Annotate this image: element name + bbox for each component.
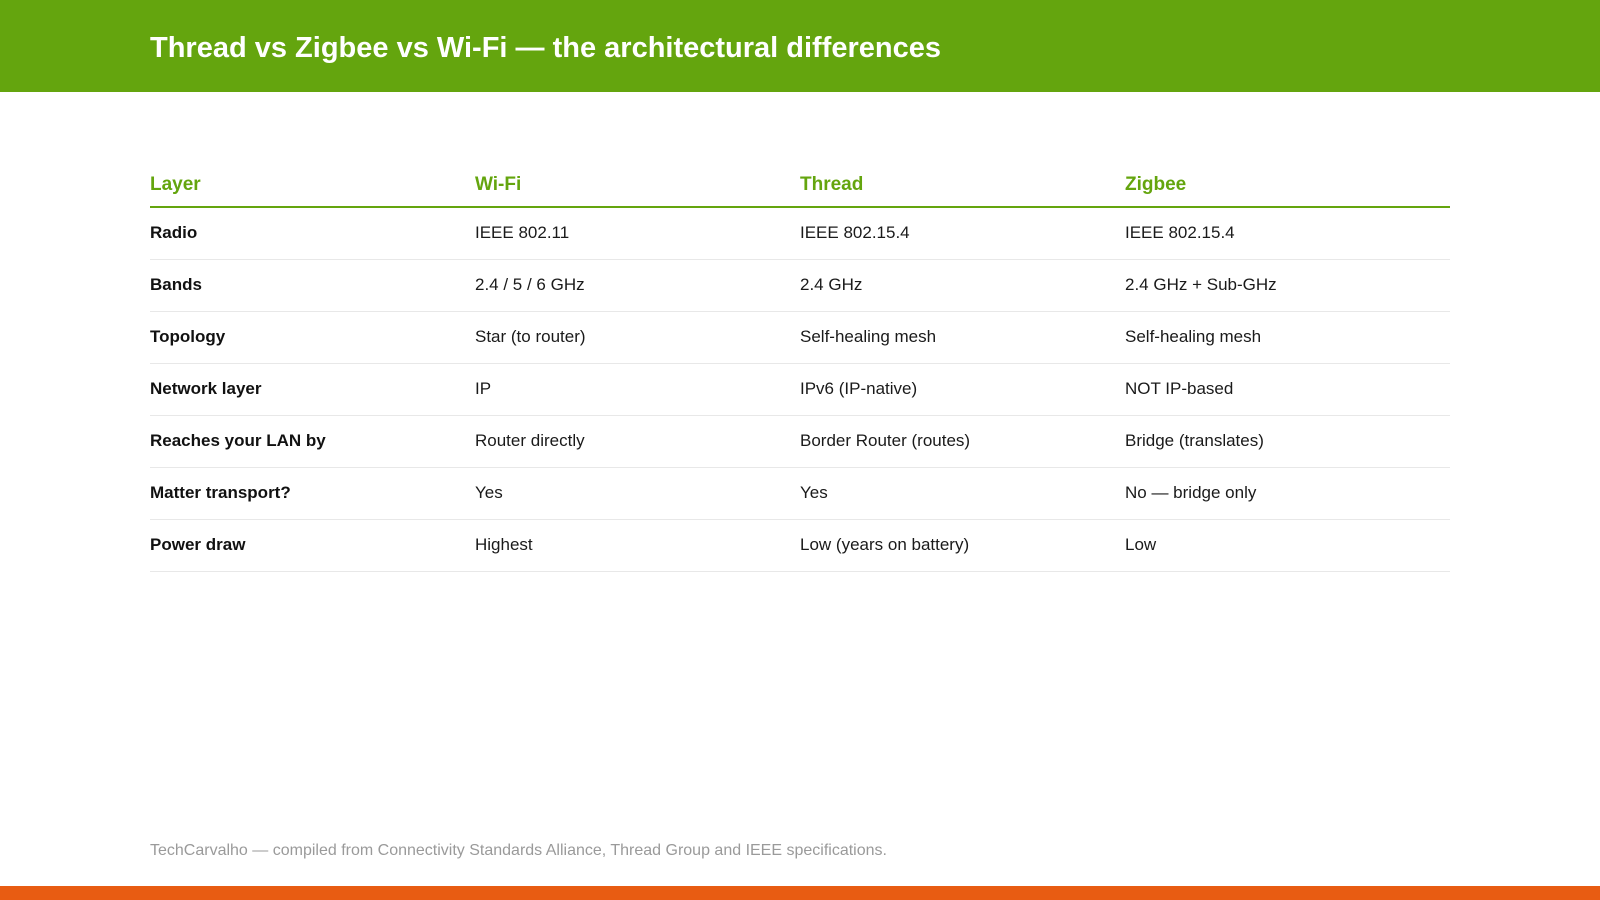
row-label: Bands	[150, 259, 475, 312]
row-label: Network layer	[150, 363, 475, 416]
column-header-wifi: Wi-Fi	[475, 170, 800, 208]
header-bar: Thread vs Zigbee vs Wi-Fi — the architec…	[0, 0, 1600, 92]
comparison-table: Layer Wi-Fi Thread Zigbee Radio IEEE 802…	[150, 170, 1450, 572]
table-row: Power draw Highest Low (years on battery…	[150, 519, 1450, 572]
table-cell: Self-healing mesh	[800, 311, 1125, 364]
table-cell: 2.4 GHz + Sub-GHz	[1125, 259, 1450, 312]
table-cell: No — bridge only	[1125, 467, 1450, 520]
table-cell: IPv6 (IP-native)	[800, 363, 1125, 416]
table-cell: IEEE 802.15.4	[800, 207, 1125, 260]
table-cell: Self-healing mesh	[1125, 311, 1450, 364]
row-label: Matter transport?	[150, 467, 475, 520]
table-row: Matter transport? Yes Yes No — bridge on…	[150, 467, 1450, 520]
table-cell: NOT IP-based	[1125, 363, 1450, 416]
bottom-accent-bar	[0, 886, 1600, 900]
row-label: Topology	[150, 311, 475, 364]
table-cell: IEEE 802.15.4	[1125, 207, 1450, 260]
table-cell: 2.4 / 5 / 6 GHz	[475, 259, 800, 312]
column-header-zigbee: Zigbee	[1125, 170, 1450, 208]
table-row: Reaches your LAN by Router directly Bord…	[150, 415, 1450, 468]
table-cell: Router directly	[475, 415, 800, 468]
table-header-row: Layer Wi-Fi Thread Zigbee	[150, 170, 1450, 208]
table-cell: IEEE 802.11	[475, 207, 800, 260]
table-cell: IP	[475, 363, 800, 416]
table-cell: 2.4 GHz	[800, 259, 1125, 312]
row-label: Power draw	[150, 519, 475, 572]
row-label: Radio	[150, 207, 475, 260]
table-row: Bands 2.4 / 5 / 6 GHz 2.4 GHz 2.4 GHz + …	[150, 259, 1450, 312]
column-header-thread: Thread	[800, 170, 1125, 208]
table-cell: Highest	[475, 519, 800, 572]
source-note: TechCarvalho — compiled from Connectivit…	[150, 842, 887, 859]
table-cell: Yes	[800, 467, 1125, 520]
table-row: Radio IEEE 802.11 IEEE 802.15.4 IEEE 802…	[150, 207, 1450, 260]
table-cell: Border Router (routes)	[800, 415, 1125, 468]
comparison-table-container: Layer Wi-Fi Thread Zigbee Radio IEEE 802…	[150, 170, 1450, 572]
table-row: Network layer IP IPv6 (IP-native) NOT IP…	[150, 363, 1450, 416]
table-row: Topology Star (to router) Self-healing m…	[150, 311, 1450, 364]
table-cell: Low	[1125, 519, 1450, 572]
page-title: Thread vs Zigbee vs Wi-Fi — the architec…	[150, 32, 942, 64]
table-cell: Low (years on battery)	[800, 519, 1125, 572]
table-cell: Star (to router)	[475, 311, 800, 364]
table-cell: Bridge (translates)	[1125, 415, 1450, 468]
column-header-layer: Layer	[150, 170, 475, 208]
table-cell: Yes	[475, 467, 800, 520]
row-label: Reaches your LAN by	[150, 415, 475, 468]
